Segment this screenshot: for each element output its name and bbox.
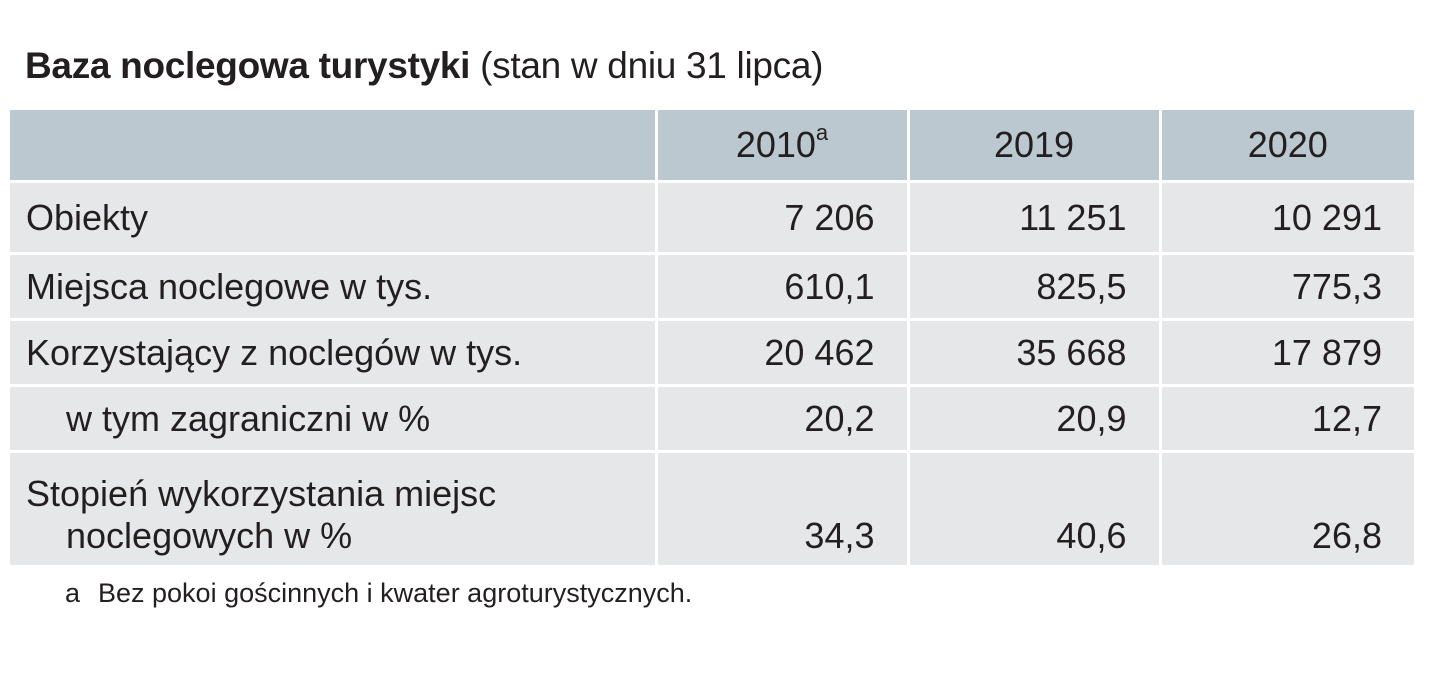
cell-2020: 26,8 xyxy=(1160,451,1414,568)
cell-2020: 775,3 xyxy=(1160,253,1414,321)
cell-2019: 35 668 xyxy=(908,319,1162,387)
cell-2010: 34,3 xyxy=(656,451,910,568)
header-empty-cell xyxy=(10,110,658,183)
title-main: Baza noclegowa turystyki xyxy=(25,45,471,86)
header-year-2010-text: 2010 xyxy=(735,124,816,165)
cell-2019: 40,6 xyxy=(908,451,1162,568)
cell-2010: 20,2 xyxy=(656,385,910,453)
table-body: Obiekty 7 206 11 251 10 291 Miejsca nocl… xyxy=(10,181,1414,568)
cell-2020: 17 879 xyxy=(1160,319,1414,387)
table-row-guests: Korzystający z noclegów w tys. 20 462 35… xyxy=(10,319,1414,387)
table-title: Baza noclegowa turystyki (stan w dniu 31… xyxy=(25,42,823,90)
footnote-marker: a xyxy=(815,120,829,145)
cell-2019: 825,5 xyxy=(908,253,1162,321)
accommodation-table: 2010a 2019 2020 Obiekty 7 206 11 251 10 … xyxy=(10,110,1414,568)
footnote: a Bez pokoi gościnnych i kwater agroturys… xyxy=(65,575,692,611)
table-row-objects: Obiekty 7 206 11 251 10 291 xyxy=(10,181,1414,255)
title-subtitle: (stan w dniu 31 lipca) xyxy=(480,45,824,86)
cell-2020: 10 291 xyxy=(1160,181,1414,255)
footnote-mark: a xyxy=(65,578,81,608)
table-header: 2010a 2019 2020 xyxy=(10,110,1414,183)
cell-2020: 12,7 xyxy=(1160,385,1414,453)
footnote-text: Bez pokoi gościnnych i kwater agroturyst… xyxy=(98,578,693,608)
table-row-foreign-guests: w tym zagraniczni w % 20,2 20,9 12,7 xyxy=(10,385,1414,453)
row-label: w tym zagraniczni w % xyxy=(10,385,658,453)
header-year-2020: 2020 xyxy=(1160,110,1414,183)
cell-2010: 20 462 xyxy=(656,319,910,387)
header-year-2010: 2010a xyxy=(656,110,910,183)
row-label-line1: Stopień wykorzystania miejsc xyxy=(26,473,497,514)
cell-2010: 610,1 xyxy=(656,253,910,321)
table-row-beds: Miejsca noclegowe w tys. 610,1 825,5 775… xyxy=(10,253,1414,321)
row-label: Stopień wykorzystania miejsc noclegowych… xyxy=(10,451,658,568)
cell-2010: 7 206 xyxy=(656,181,910,255)
row-label: Obiekty xyxy=(10,181,658,255)
table-row-occupancy: Stopień wykorzystania miejsc noclegowych… xyxy=(10,451,1414,568)
cell-2019: 11 251 xyxy=(908,181,1162,255)
row-label: Miejsca noclegowe w tys. xyxy=(10,253,658,321)
header-year-2019: 2019 xyxy=(908,110,1162,183)
cell-2019: 20,9 xyxy=(908,385,1162,453)
row-label-line2: noclegowych w % xyxy=(66,515,353,556)
row-label: Korzystający z noclegów w tys. xyxy=(10,319,658,387)
